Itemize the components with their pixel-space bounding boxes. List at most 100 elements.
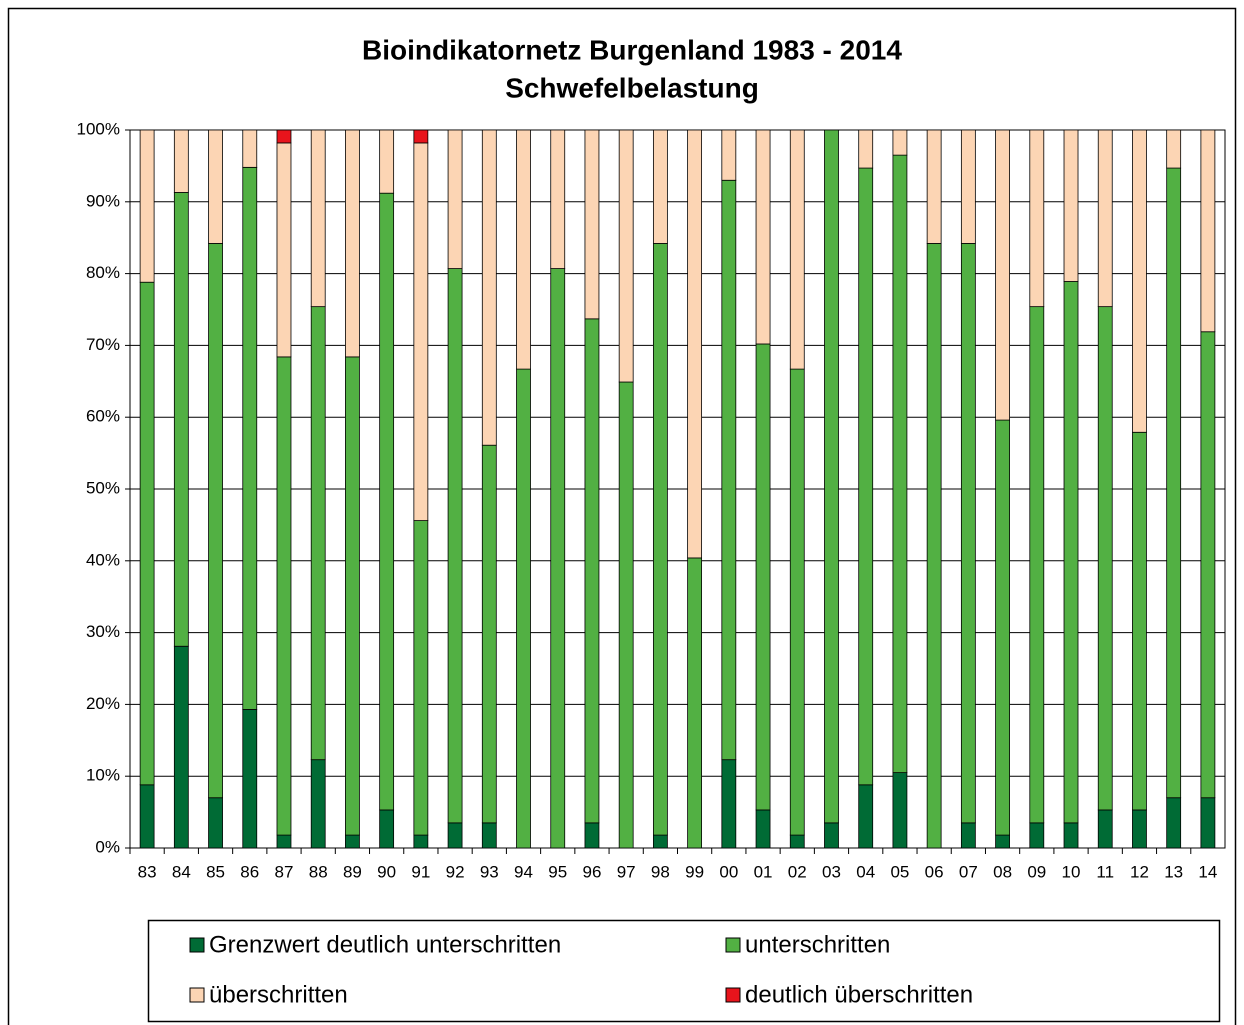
x-tick-label: 04 bbox=[856, 862, 875, 881]
x-tick-label: 86 bbox=[240, 862, 259, 881]
bar-segment bbox=[276, 834, 292, 849]
bar-segment bbox=[310, 306, 326, 761]
bar-segment bbox=[413, 520, 429, 836]
legend-marker bbox=[189, 937, 205, 953]
bar-segment bbox=[345, 129, 360, 358]
bar-segment bbox=[755, 809, 771, 849]
x-tick-label: 89 bbox=[343, 862, 362, 881]
x-tick-label: 14 bbox=[1198, 862, 1217, 881]
bar-segment bbox=[584, 129, 600, 320]
x-tick-label: 98 bbox=[651, 862, 670, 881]
bar-segment bbox=[1029, 306, 1045, 824]
legend-marker bbox=[725, 987, 741, 1003]
bar-segment bbox=[413, 129, 429, 144]
bar-segment bbox=[242, 709, 258, 849]
bar-segment bbox=[858, 784, 874, 849]
legend-box bbox=[147, 919, 1221, 1023]
bar-segment bbox=[1132, 129, 1147, 433]
bar-segment bbox=[721, 759, 737, 849]
legend-marker bbox=[725, 937, 741, 953]
chart-title: Bioindikatornetz Burgenland 1983 - 2014 bbox=[362, 34, 902, 65]
bar-segment bbox=[789, 129, 805, 370]
bar-segment bbox=[413, 834, 429, 849]
x-tick-label: 13 bbox=[1164, 862, 1183, 881]
bar-segment bbox=[481, 822, 497, 849]
y-tick-label: 100% bbox=[77, 119, 120, 138]
bar-segment bbox=[584, 822, 600, 849]
bar-segment bbox=[413, 142, 429, 521]
x-tick-label: 96 bbox=[582, 862, 601, 881]
x-tick-label: 99 bbox=[685, 862, 704, 881]
bar-segment bbox=[892, 772, 908, 849]
bar-segment bbox=[618, 129, 634, 383]
bar-segment bbox=[139, 281, 155, 786]
y-tick-label: 50% bbox=[86, 478, 120, 497]
chart-subtitle: Schwefelbelastung bbox=[505, 72, 759, 103]
bar-segment bbox=[926, 243, 942, 849]
bar-segment bbox=[276, 142, 292, 358]
bar-segment bbox=[173, 192, 189, 647]
bar-segment bbox=[1166, 797, 1182, 849]
bar-segment bbox=[345, 834, 360, 849]
x-tick-label: 87 bbox=[275, 862, 294, 881]
bar-segment bbox=[242, 129, 258, 168]
x-tick-label: 85 bbox=[206, 862, 225, 881]
bar-segment bbox=[755, 129, 771, 345]
x-tick-label: 02 bbox=[788, 862, 807, 881]
bar-segment bbox=[960, 129, 976, 244]
bar-segment bbox=[550, 129, 566, 269]
bar-segment bbox=[481, 129, 497, 446]
x-tick-label: 90 bbox=[377, 862, 396, 881]
bar-segment bbox=[208, 243, 223, 799]
bar-segment bbox=[447, 129, 463, 269]
y-tick-label: 90% bbox=[86, 191, 120, 210]
bar-segment bbox=[1132, 431, 1147, 811]
legend-marker bbox=[189, 987, 205, 1003]
bar-segment bbox=[652, 834, 668, 849]
bar-segment bbox=[516, 368, 531, 849]
legend-label: überschritten bbox=[209, 981, 348, 1008]
x-tick-label: 93 bbox=[480, 862, 499, 881]
bar-segment bbox=[1097, 129, 1113, 308]
bar-segment bbox=[276, 129, 292, 144]
bar-segment bbox=[721, 129, 737, 181]
bar-segment bbox=[960, 243, 976, 824]
bar-segment bbox=[652, 129, 668, 244]
x-tick-label: 97 bbox=[617, 862, 636, 881]
bar-segment bbox=[1097, 809, 1113, 849]
bar-segment bbox=[1063, 822, 1079, 849]
bar-segment bbox=[824, 822, 839, 849]
bar-segment bbox=[721, 179, 737, 761]
bar-segment bbox=[173, 129, 189, 193]
x-tick-label: 83 bbox=[138, 862, 157, 881]
bar-segment bbox=[892, 154, 908, 774]
bar-segment bbox=[379, 809, 395, 849]
bar-segment bbox=[789, 368, 805, 836]
bar-segment bbox=[139, 129, 155, 283]
y-tick-label: 70% bbox=[86, 335, 120, 354]
bar-segment bbox=[995, 834, 1010, 849]
bar-segment bbox=[242, 166, 258, 710]
bar-segment bbox=[789, 834, 805, 849]
x-tick-label: 92 bbox=[446, 862, 465, 881]
y-tick-label: 40% bbox=[86, 550, 120, 569]
x-tick-label: 91 bbox=[411, 862, 430, 881]
x-tick-label: 09 bbox=[1027, 862, 1046, 881]
y-tick-label: 80% bbox=[86, 263, 120, 282]
x-tick-label: 08 bbox=[993, 862, 1012, 881]
x-tick-label: 05 bbox=[890, 862, 909, 881]
bar-segment bbox=[960, 822, 976, 849]
x-tick-label: 94 bbox=[514, 862, 533, 881]
y-tick-label: 60% bbox=[86, 407, 120, 426]
legend-label: Grenzwert deutlich unterschritten bbox=[209, 931, 561, 958]
bar-segment bbox=[1097, 306, 1113, 811]
bar-segment bbox=[447, 822, 463, 849]
bar-segment bbox=[995, 419, 1010, 836]
bar-segment bbox=[139, 784, 155, 849]
y-tick-label: 10% bbox=[86, 766, 120, 785]
x-tick-label: 84 bbox=[172, 862, 191, 881]
x-tick-label: 10 bbox=[1062, 862, 1081, 881]
x-tick-label: 00 bbox=[719, 862, 738, 881]
bar-segment bbox=[379, 192, 395, 811]
